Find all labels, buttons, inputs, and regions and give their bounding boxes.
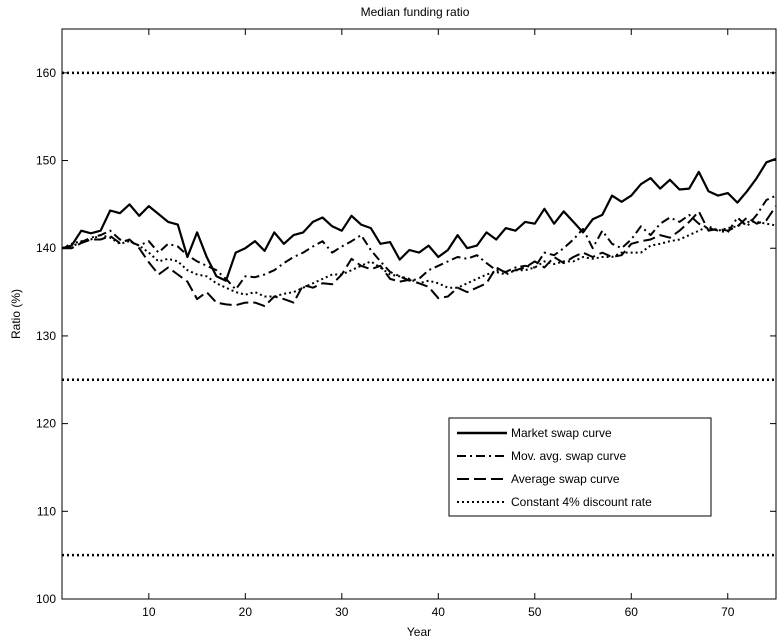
- y-tick-label: 140: [36, 241, 56, 255]
- x-tick-label: 50: [528, 605, 542, 619]
- x-tick-label: 40: [432, 605, 446, 619]
- legend: Market swap curve Mov. avg. swap curve Ave…: [448, 417, 712, 517]
- y-tick-label: 150: [36, 154, 56, 168]
- y-axis-ticks: 100 110 120 130 140 150 160: [36, 66, 776, 606]
- series-line-3: [62, 205, 777, 308]
- y-axis-label: Ratio (%): [9, 289, 23, 339]
- x-tick-label: 60: [625, 605, 639, 619]
- legend-label: Constant 4% discount rate: [511, 495, 652, 509]
- y-tick-label: 110: [37, 504, 56, 518]
- legend-label: Market swap curve: [511, 426, 612, 440]
- legend-label: Average swap curve: [511, 472, 620, 486]
- legend-label: Mov. avg. swap curve: [511, 449, 626, 463]
- chart-title: Median funding ratio: [361, 5, 470, 19]
- x-tick-label: 10: [142, 605, 156, 619]
- x-axis-ticks: 10 20 30 40 50 60 70: [142, 29, 735, 619]
- x-axis-label: Year: [407, 625, 431, 639]
- x-tick-label: 30: [335, 605, 349, 619]
- y-tick-label: 130: [36, 329, 56, 343]
- series-lines: [61, 157, 777, 308]
- y-tick-label: 120: [36, 417, 56, 431]
- y-tick-label: 160: [36, 66, 56, 80]
- x-tick-label: 70: [721, 605, 735, 619]
- y-tick-label: 100: [36, 592, 56, 606]
- legend-box: [448, 417, 712, 517]
- series-line-2: [61, 194, 777, 291]
- x-tick-label: 20: [239, 605, 253, 619]
- reference-lines: [62, 71, 776, 557]
- series-line-1: [61, 157, 777, 282]
